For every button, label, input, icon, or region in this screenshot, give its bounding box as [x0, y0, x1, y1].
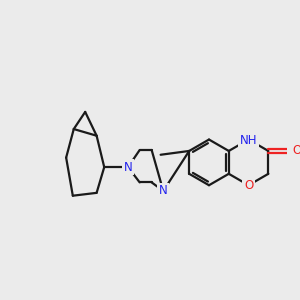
Text: N: N — [159, 184, 168, 197]
Text: N: N — [124, 160, 132, 174]
Text: O: O — [244, 179, 253, 192]
Text: NH: NH — [240, 134, 257, 147]
Text: O: O — [292, 145, 300, 158]
